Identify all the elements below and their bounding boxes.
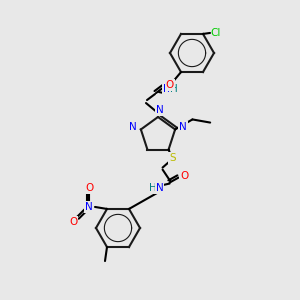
Text: O: O [181, 171, 189, 181]
Text: N: N [156, 105, 164, 115]
Text: N: N [156, 183, 164, 193]
Text: O: O [69, 217, 77, 227]
Text: N: N [179, 122, 187, 132]
Text: N: N [85, 202, 93, 212]
Text: Cl: Cl [211, 28, 221, 38]
Text: O: O [166, 80, 174, 90]
Text: H: H [149, 183, 157, 193]
Text: H: H [170, 84, 178, 94]
Text: N: N [129, 122, 137, 132]
Text: S: S [169, 153, 176, 163]
Text: N: N [163, 84, 171, 94]
Text: O: O [85, 183, 93, 193]
